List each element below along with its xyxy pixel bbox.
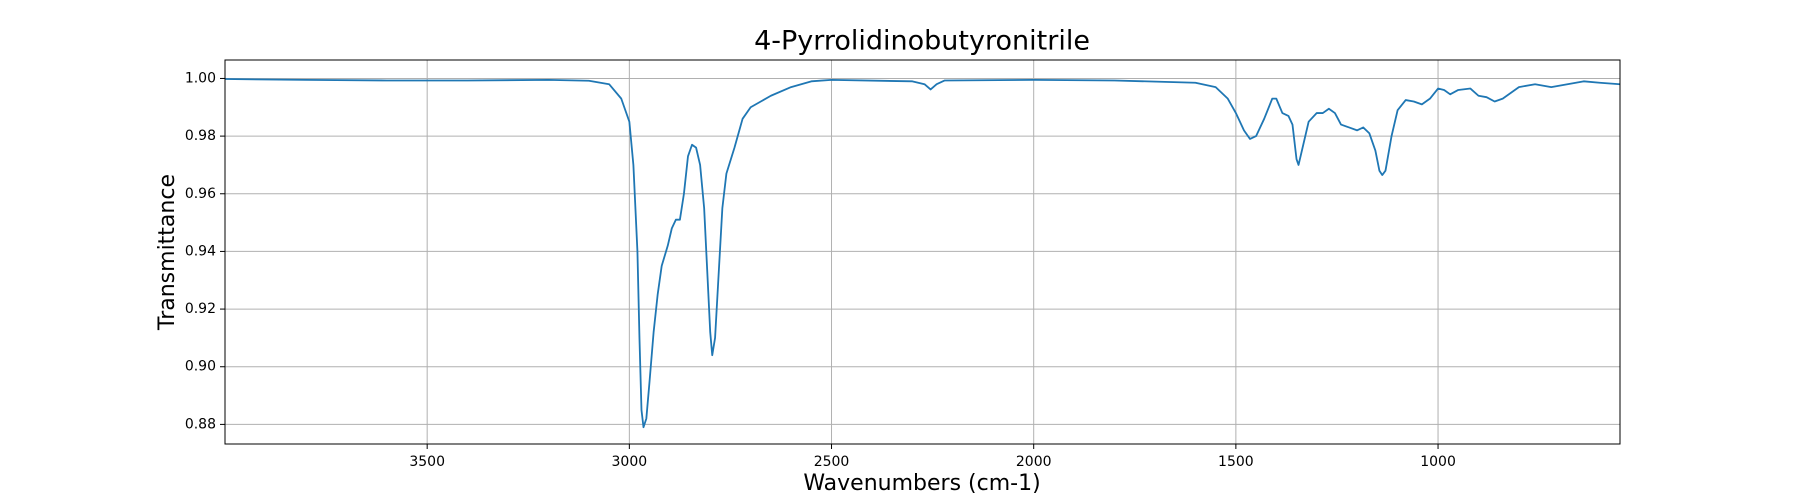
y-tick-label: 0.96: [185, 186, 216, 202]
y-axis-label: Transmittance: [155, 174, 180, 331]
x-tick-label: 1500: [1218, 454, 1254, 470]
y-tick-label: 0.88: [185, 416, 216, 432]
chart-title: 4-Pyrrolidinobutyronitrile: [754, 26, 1090, 57]
x-tick-label: 1000: [1420, 454, 1456, 470]
plot-frame: [224, 59, 1621, 445]
y-tick-label: 0.98: [185, 128, 216, 144]
x-tick-label: 2000: [1016, 454, 1052, 470]
x-tick-label: 3000: [612, 454, 648, 470]
x-tick-label: 2500: [814, 454, 850, 470]
y-tick-label: 1.00: [185, 70, 216, 86]
x-axis-label: Wavenumbers (cm-1): [803, 471, 1040, 496]
y-tick-label: 0.90: [185, 359, 216, 375]
spectrum-line: [224, 78, 1621, 429]
y-tick-label: 0.94: [185, 243, 216, 259]
x-tick-label: 3500: [409, 454, 445, 470]
y-tick-label: 0.92: [185, 301, 216, 317]
